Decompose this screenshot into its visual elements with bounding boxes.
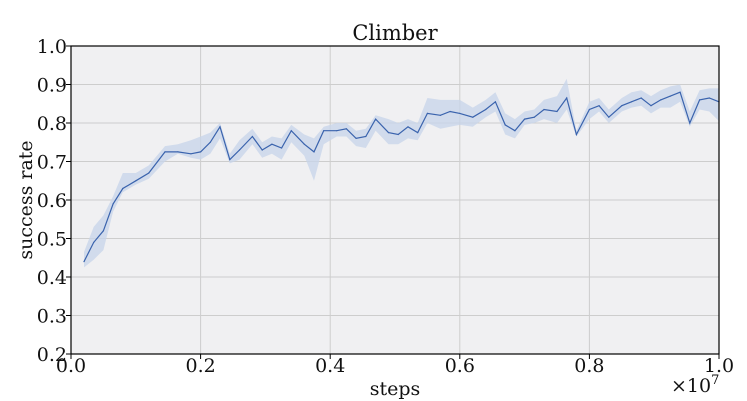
- data-point: [336, 130, 338, 132]
- data-point: [621, 105, 623, 107]
- data-point: [238, 149, 241, 151]
- confidence-band: [84, 78, 719, 268]
- data-point: [345, 128, 347, 130]
- data-point: [472, 116, 474, 118]
- x-multiplier-base: ×10: [671, 375, 711, 397]
- data-point: [397, 133, 399, 136]
- y-axis-title: success rate: [15, 140, 37, 259]
- data-point: [660, 99, 662, 101]
- data-point: [598, 105, 600, 107]
- data-point: [209, 141, 211, 143]
- data-point: [355, 137, 357, 139]
- data-point: [689, 122, 691, 124]
- data-point: [588, 108, 591, 111]
- data-point: [112, 203, 114, 205]
- data-point: [708, 97, 710, 99]
- data-point: [426, 112, 428, 114]
- data-point: [200, 151, 202, 153]
- data-point: [148, 172, 150, 174]
- data-point: [229, 159, 231, 161]
- x-tick-label: 0.6: [445, 355, 475, 377]
- data-point: [669, 95, 672, 97]
- data-point: [190, 153, 192, 155]
- data-point: [679, 91, 681, 93]
- data-point: [459, 112, 461, 114]
- data-point: [281, 147, 283, 149]
- x-multiplier-exponent: 7: [711, 373, 719, 388]
- data-point: [122, 187, 124, 190]
- data-point: [575, 133, 578, 136]
- data-point: [630, 101, 633, 103]
- y-tick-label: 0.7: [37, 152, 67, 174]
- data-point: [449, 110, 451, 113]
- data-point: [699, 99, 701, 101]
- x-axis-title: steps: [370, 378, 421, 400]
- y-tick-label: 0.5: [37, 229, 67, 251]
- data-point: [375, 118, 377, 120]
- data-point: [494, 101, 496, 103]
- y-tick-label: 0.8: [37, 113, 67, 135]
- data-point: [261, 149, 263, 151]
- data-point: [407, 126, 409, 128]
- data-point: [164, 151, 166, 153]
- x-tick-label: 0.4: [315, 355, 345, 377]
- data-point: [514, 130, 516, 132]
- data-point: [93, 241, 95, 243]
- x-tick-label: 0.0: [56, 355, 86, 377]
- data-point: [417, 132, 419, 134]
- x-tick-label: 0.8: [574, 355, 604, 377]
- y-tick-label: 0.9: [37, 75, 67, 97]
- data-point: [323, 130, 325, 132]
- x-axis-multiplier: ×107: [671, 373, 719, 397]
- data-point: [83, 261, 85, 263]
- y-tick-label: 0.3: [37, 306, 67, 328]
- data-point: [439, 114, 441, 116]
- data-point: [387, 132, 390, 134]
- y-tick-label: 0.4: [37, 267, 67, 289]
- data-point: [365, 135, 367, 138]
- y-tick-label: 0.6: [37, 190, 67, 212]
- data-point: [290, 130, 292, 132]
- data-point: [650, 105, 652, 107]
- data-point: [135, 180, 137, 182]
- chart-title: Climber: [352, 21, 438, 45]
- data-point: [102, 230, 104, 232]
- data-point: [524, 118, 526, 120]
- data-point: [219, 126, 221, 128]
- y-tick-label: 1.0: [37, 36, 67, 58]
- data-point: [303, 143, 305, 145]
- data-point: [566, 97, 568, 99]
- plot-area: [70, 45, 720, 355]
- data-point: [313, 151, 315, 153]
- data-point: [177, 151, 179, 153]
- data-point: [251, 135, 253, 138]
- data-point: [485, 108, 487, 111]
- data-point: [640, 97, 642, 99]
- data-point: [504, 124, 506, 126]
- x-tick-label: 0.2: [185, 355, 215, 377]
- data-point: [556, 110, 558, 113]
- data-point: [533, 116, 535, 118]
- data-point: [543, 108, 545, 111]
- data-point: [608, 116, 610, 118]
- y-tick-label: 0.2: [37, 344, 67, 366]
- x-tick-label: 1.0: [704, 355, 734, 377]
- data-point: [271, 143, 273, 145]
- axes: 0.20.30.40.50.60.70.80.91.00.0 0.2 0.4 0.6 0…: [37, 36, 734, 377]
